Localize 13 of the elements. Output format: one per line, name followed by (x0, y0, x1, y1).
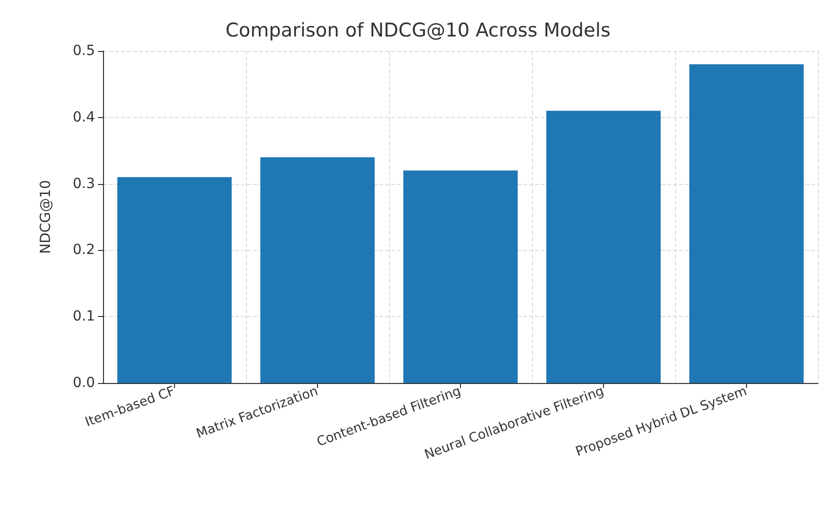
chart-title: Comparison of NDCG@10 Across Models (225, 20, 611, 42)
bar (260, 157, 375, 383)
y-tick-label: 0.5 (72, 43, 95, 59)
y-tick-label: 0.4 (72, 109, 96, 126)
y-tick-label: 0.1 (72, 308, 95, 325)
y-tick-label: 0.3 (72, 176, 95, 192)
bar (117, 177, 232, 383)
y-tick-label: 0.2 (72, 242, 95, 258)
y-axis-title: NDCG@10 (38, 180, 54, 254)
bar (546, 110, 661, 383)
y-tick-label: 0.0 (72, 375, 95, 391)
bar (689, 64, 804, 383)
bar (403, 170, 518, 383)
